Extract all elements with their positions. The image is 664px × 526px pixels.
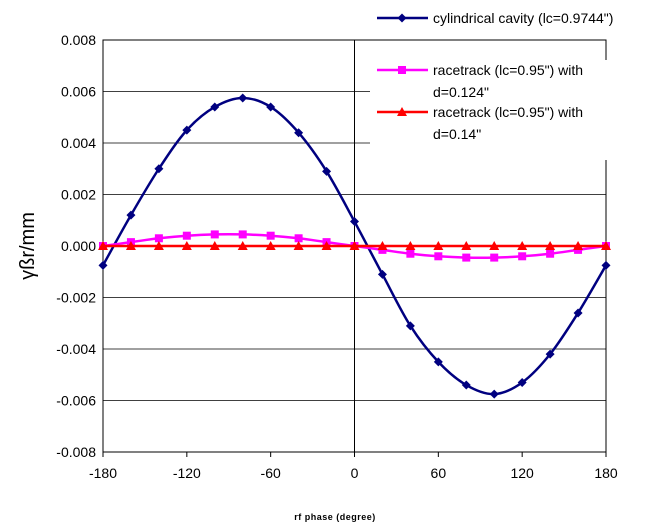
y-tick-label: -0.008 — [56, 444, 96, 460]
data-point — [573, 241, 584, 250]
series-1 — [98, 93, 611, 399]
legend-label: d=0.124" — [433, 84, 489, 100]
legend-label: racetrack (lc=0.95") with — [433, 104, 583, 120]
legend-label: racetrack (lc=0.95") with — [433, 62, 583, 78]
data-point — [182, 231, 191, 240]
series-3 — [98, 241, 611, 250]
data-point — [489, 389, 499, 399]
data-point — [266, 102, 276, 112]
data-point — [573, 308, 583, 318]
data-point — [265, 241, 276, 250]
data-point — [237, 241, 248, 250]
data-point — [266, 231, 275, 240]
y-tick-label: 0.000 — [61, 238, 96, 254]
y-tick-label: 0.004 — [61, 135, 96, 151]
y-tick-label: -0.002 — [56, 290, 96, 306]
legend-label: d=0.14" — [433, 126, 481, 142]
data-point — [546, 249, 555, 258]
x-tick-label: -180 — [89, 465, 117, 481]
data-point — [433, 357, 443, 367]
data-point — [293, 241, 304, 250]
data-point — [517, 377, 527, 387]
x-axis-title: rf phase (degree) — [294, 512, 376, 522]
data-point — [601, 260, 611, 270]
data-point — [125, 241, 136, 250]
data-point — [154, 164, 164, 174]
data-point — [154, 234, 163, 243]
data-point — [490, 253, 499, 262]
legend-background — [370, 60, 660, 160]
legend-label: cylindrical cavity (lc=0.9744") — [433, 10, 613, 26]
data-point — [545, 241, 556, 250]
legend-item-1: cylindrical cavity (lc=0.9744") — [377, 10, 613, 26]
x-tick-label: -120 — [173, 465, 201, 481]
data-point — [210, 230, 219, 239]
y-tick-label: -0.006 — [56, 393, 96, 409]
data-point — [349, 241, 360, 250]
x-tick-label: 60 — [431, 465, 447, 481]
data-point — [518, 252, 527, 261]
legend-marker — [398, 66, 406, 74]
data-point — [461, 380, 471, 390]
legend: cylindrical cavity (lc=0.9744") racetrack… — [370, 10, 660, 160]
data-point — [377, 241, 388, 250]
data-point — [545, 349, 555, 359]
series — [98, 93, 611, 399]
legend-item-2: racetrack (lc=0.95") with d=0.124" — [377, 62, 583, 100]
data-point — [377, 269, 387, 279]
tick-labels: 0.008 0.006 0.004 0.002 0.000 -0.002 -0.004 -0.… — [56, 32, 618, 481]
legend-item-3: racetrack (lc=0.95") with d=0.14" — [377, 104, 583, 142]
y-tick-label: 0.008 — [61, 32, 96, 48]
data-point — [238, 93, 248, 103]
y-tick-label: -0.004 — [56, 341, 96, 357]
data-point — [322, 166, 332, 176]
data-point — [406, 249, 415, 258]
data-point — [433, 241, 444, 250]
x-tick-label: 0 — [351, 465, 359, 481]
data-point — [153, 241, 164, 250]
data-point — [517, 241, 528, 250]
data-point — [98, 241, 108, 250]
legend-marker — [397, 13, 407, 23]
data-point — [350, 217, 359, 227]
data-point — [238, 230, 247, 239]
legend-marker — [397, 107, 407, 116]
x-tick-label: 180 — [594, 465, 618, 481]
data-point — [210, 102, 220, 112]
data-point — [405, 241, 416, 250]
data-point — [461, 241, 472, 250]
data-point — [405, 321, 415, 331]
data-point — [434, 252, 443, 261]
data-point — [98, 260, 108, 270]
data-point — [462, 253, 471, 262]
data-point — [209, 241, 220, 250]
y-tick-label: 0.006 — [61, 84, 96, 100]
x-tick-label: 120 — [510, 465, 534, 481]
data-point — [294, 234, 303, 243]
data-point — [181, 241, 192, 250]
data-point — [294, 128, 304, 138]
data-point — [182, 125, 192, 135]
y-tick-label: 0.002 — [61, 187, 96, 203]
data-point — [489, 241, 500, 250]
data-point — [126, 210, 136, 220]
y-axis-title: γßr/mm — [17, 212, 39, 280]
data-point — [601, 241, 611, 250]
data-point — [321, 241, 332, 250]
x-tick-label: -60 — [261, 465, 281, 481]
